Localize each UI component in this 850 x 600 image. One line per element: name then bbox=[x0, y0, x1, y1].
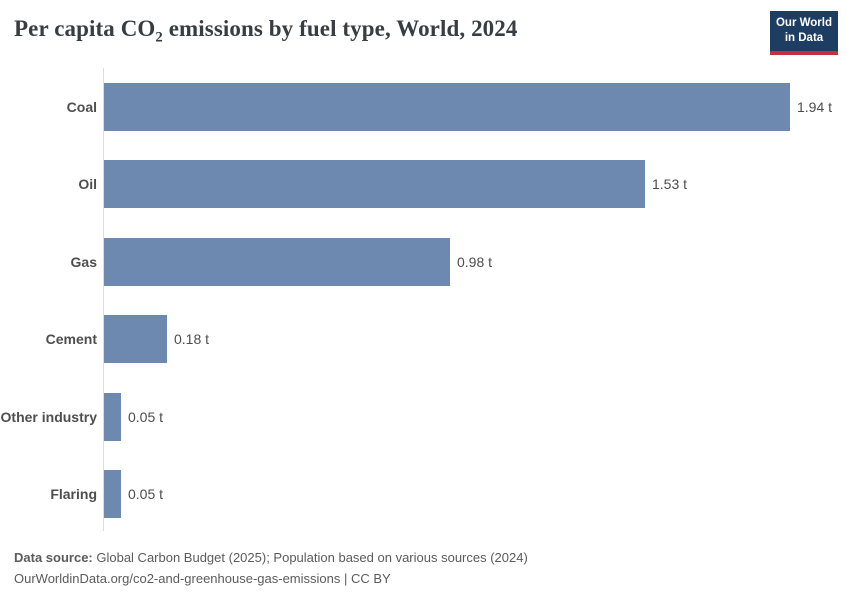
owid-logo[interactable]: Our World in Data bbox=[770, 11, 838, 55]
value-label: 0.05 t bbox=[128, 486, 164, 503]
bar-row: Coal 1.94 t bbox=[0, 68, 850, 146]
owid-logo-line1: Our World bbox=[775, 17, 832, 29]
bar-row: Flaring 0.05 t bbox=[0, 456, 850, 534]
bar[interactable] bbox=[103, 470, 121, 519]
chart-footer: Data source: Global Carbon Budget (2025)… bbox=[14, 547, 528, 589]
bar-area: 0.05 t bbox=[103, 456, 850, 534]
category-label: Coal bbox=[66, 98, 97, 115]
bar[interactable] bbox=[103, 315, 167, 364]
bar-row: Gas 0.98 t bbox=[0, 223, 850, 301]
bar-area: 0.05 t bbox=[103, 378, 850, 456]
bar[interactable] bbox=[103, 237, 450, 286]
category-label: Gas bbox=[70, 253, 97, 270]
value-label: 1.94 t bbox=[797, 98, 833, 115]
bar-row: Oil 1.53 t bbox=[0, 146, 850, 224]
category-label: Other industry bbox=[0, 408, 97, 425]
bar-area: 0.18 t bbox=[103, 301, 850, 379]
bar-chart: Coal 1.94 t Oil 1.53 t Gas 0.98 t Cement… bbox=[0, 68, 850, 533]
category-label: Cement bbox=[45, 331, 97, 348]
category-label: Oil bbox=[78, 176, 97, 193]
data-source-text: Global Carbon Budget (2025); Population … bbox=[92, 550, 528, 565]
y-axis-line bbox=[103, 68, 104, 531]
category-label: Flaring bbox=[50, 486, 97, 503]
value-label: 0.05 t bbox=[128, 408, 164, 425]
page-title: Per capita CO2 emissions by fuel type, W… bbox=[14, 14, 754, 46]
bar-row: Other industry 0.05 t bbox=[0, 378, 850, 456]
title-prefix: Per capita CO bbox=[14, 16, 156, 41]
owid-url-link[interactable]: OurWorldinData.org/co2-and-greenhouse-ga… bbox=[14, 571, 391, 586]
owid-logo-line2: in Data bbox=[784, 32, 824, 44]
data-source-line: Data source: Global Carbon Budget (2025)… bbox=[14, 547, 528, 568]
bar-area: 1.53 t bbox=[103, 146, 850, 224]
bar-area: 0.98 t bbox=[103, 223, 850, 301]
title-suffix: emissions by fuel type, World, 2024 bbox=[162, 16, 518, 41]
value-label: 1.53 t bbox=[652, 176, 688, 193]
data-source-label: Data source: bbox=[14, 550, 93, 565]
bar[interactable] bbox=[103, 392, 121, 441]
value-label: 0.98 t bbox=[457, 253, 493, 270]
bar-row: Cement 0.18 t bbox=[0, 301, 850, 379]
bar-area: 1.94 t bbox=[103, 68, 850, 146]
bar[interactable] bbox=[103, 82, 790, 131]
value-label: 0.18 t bbox=[174, 331, 210, 348]
title-subscript: 2 bbox=[155, 29, 163, 46]
bar[interactable] bbox=[103, 160, 645, 209]
